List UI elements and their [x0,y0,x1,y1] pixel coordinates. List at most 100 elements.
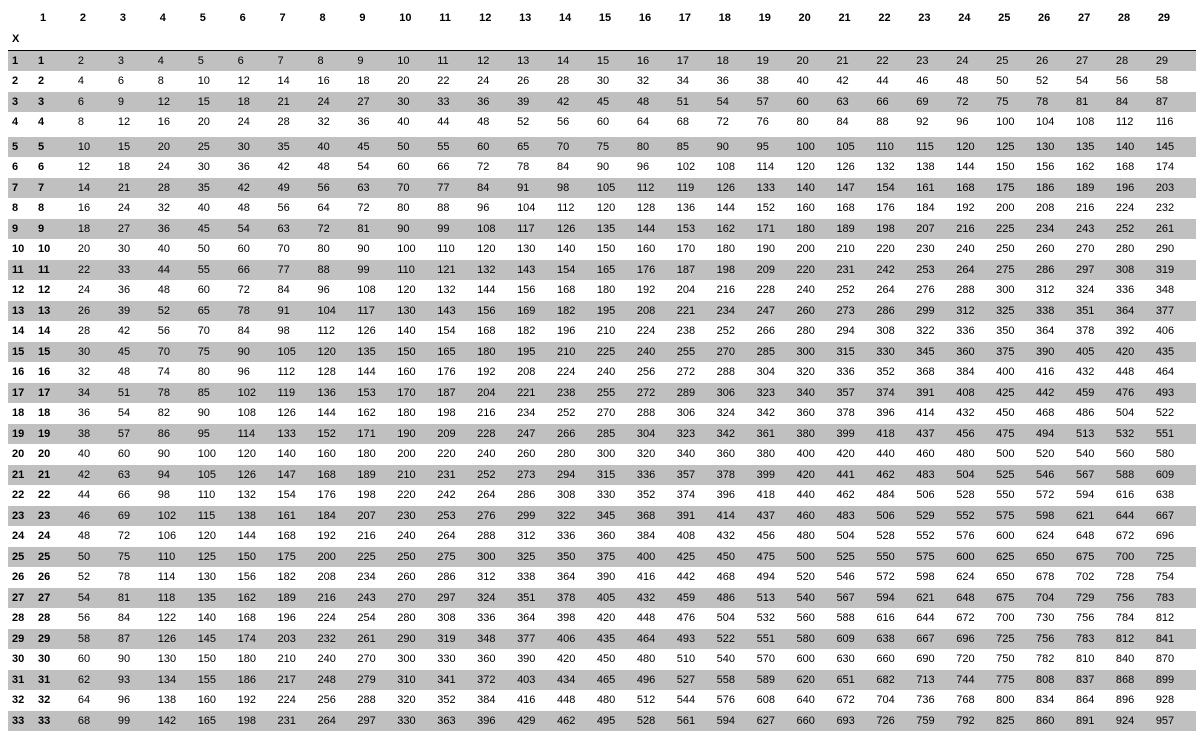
cell: 52 [1036,71,1076,92]
cell: 54 [118,403,158,424]
cell: 432 [717,526,757,547]
cell: 40 [198,198,238,219]
cell: 80 [198,362,238,383]
cell: 96 [956,112,996,133]
cell: 165 [198,711,238,732]
cell: 230 [916,239,956,260]
cell: 110 [158,547,198,568]
column-header: 13 [517,8,557,29]
cell: 168 [836,198,876,219]
cell: 280 [797,321,837,342]
cell: 104 [517,198,557,219]
cell: 364 [1116,301,1156,322]
cell: 96 [118,690,158,711]
cell: 68 [677,112,717,133]
cell: 494 [757,567,797,588]
cell: 363 [437,711,477,732]
cell: 528 [637,711,677,732]
cell: 145 [1156,137,1196,158]
cell: 644 [1116,506,1156,527]
cell: 25 [198,137,238,158]
cell: 143 [517,260,557,281]
cell: 361 [757,424,797,445]
cell: 182 [557,301,597,322]
cell: 150 [597,239,637,260]
cell: 44 [876,71,916,92]
cell: 126 [278,403,318,424]
cell: 420 [597,608,637,629]
cell: 74 [158,362,198,383]
column-header: 8 [317,8,357,29]
column-header: 25 [996,8,1036,29]
cell: 675 [1076,547,1116,568]
cell: 300 [597,444,637,465]
cell: 6 [238,50,278,71]
cell: 360 [717,444,757,465]
cell: 720 [956,649,996,670]
cell: 864 [1076,690,1116,711]
cell: 20 [38,444,78,465]
cell: 24 [38,526,78,547]
cell: 144 [357,362,397,383]
cell: 243 [1076,219,1116,240]
cell: 16 [317,71,357,92]
table-body: 1123456789101112131415161718192021222324… [8,50,1196,731]
cell: 768 [956,690,996,711]
cell: 270 [717,342,757,363]
cell: 390 [517,649,557,670]
cell: 180 [797,219,837,240]
cell: 105 [597,178,637,199]
cell: 184 [317,506,357,527]
cell: 65 [517,137,557,158]
cell: 25 [38,547,78,568]
table-row: 3030609013015018021024027030033036039042… [8,649,1196,670]
table-row: 1111223344556677889911012113214315416517… [8,260,1196,281]
cell: 957 [1156,711,1196,732]
cell: 506 [876,506,916,527]
cell: 5 [38,137,78,158]
cell: 56 [1116,71,1156,92]
cell: 338 [517,567,557,588]
cell: 273 [836,301,876,322]
cell: 140 [397,321,437,342]
cell: 312 [956,301,996,322]
cell: 28 [278,112,318,133]
cell: 504 [1116,403,1156,424]
cell: 693 [836,711,876,732]
cell: 110 [437,239,477,260]
cell: 156 [517,280,557,301]
cell: 264 [956,260,996,281]
cell: 600 [996,526,1036,547]
cell: 72 [238,280,278,301]
cell: 34 [78,383,118,404]
cell: 204 [477,383,517,404]
cell: 240 [317,649,357,670]
cell: 176 [637,260,677,281]
cell: 22 [38,485,78,506]
cell: 551 [1156,424,1196,445]
cell: 152 [757,198,797,219]
cell: 928 [1156,690,1196,711]
table-row: 1515304570759010512013515016518019521022… [8,342,1196,363]
cell: 100 [198,444,238,465]
cell: 504 [956,465,996,486]
cell: 234 [1036,219,1076,240]
cell: 38 [78,424,118,445]
table-row: 2828568412214016819622425428030833636439… [8,608,1196,629]
cell: 560 [1116,444,1156,465]
cell: 22 [78,260,118,281]
cell: 783 [1076,629,1116,650]
cell: 594 [717,711,757,732]
cell: 180 [238,649,278,670]
table-row: 6612182430364248546066727884909610210811… [8,157,1196,178]
cell: 522 [1156,403,1196,424]
cell: 33 [437,92,477,113]
cell: 18 [717,50,757,71]
cell: 140 [198,608,238,629]
cell: 468 [717,567,757,588]
cell: 297 [437,588,477,609]
cell: 322 [557,506,597,527]
cell: 812 [1116,629,1156,650]
cell: 570 [757,649,797,670]
cell: 312 [1036,280,1076,301]
